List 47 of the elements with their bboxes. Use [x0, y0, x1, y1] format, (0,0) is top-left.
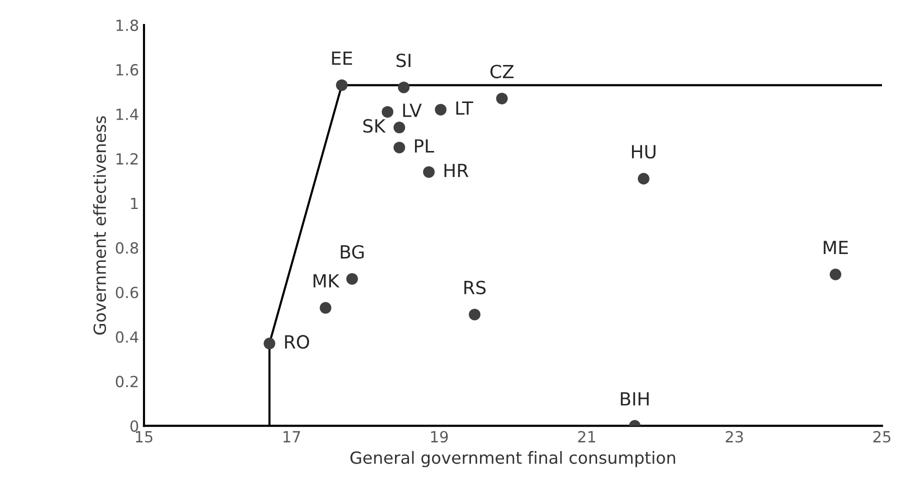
annotation: MK: [314, 274, 340, 288]
annotation: SI: [396, 54, 410, 68]
x-axis-title: General government final consumption: [350, 451, 676, 468]
point: [394, 122, 406, 134]
point: [320, 302, 332, 314]
y-tick-label: 1: [131, 198, 138, 209]
annotation: BIH: [620, 392, 649, 406]
annotation: ME: [824, 240, 848, 254]
annotation: HU: [632, 145, 656, 159]
point: [264, 338, 276, 350]
y-tick-label: 1.4: [116, 108, 138, 120]
y-tick-label: 0.2: [116, 376, 138, 388]
point: [394, 142, 406, 154]
y-tick-label: 1.2: [116, 153, 138, 164]
annotation: PL: [415, 139, 434, 152]
annotation: BG: [340, 245, 364, 259]
y-axis-title: Government effectiveness: [93, 116, 106, 335]
x-tick-label: 19: [431, 430, 448, 443]
annotation: LT: [456, 101, 474, 115]
annotation: EE: [332, 52, 352, 65]
annotation: RS: [464, 280, 486, 294]
x-tick-label: 17: [284, 431, 300, 442]
annotation: CZ: [490, 64, 514, 78]
point: [398, 82, 410, 94]
point: [434, 104, 446, 116]
y-tick-label: 0.6: [116, 286, 138, 298]
annotation: RO: [285, 335, 310, 349]
annotation: LV: [403, 104, 422, 117]
point: [638, 172, 650, 184]
point: [346, 273, 358, 285]
annotation: SK: [363, 119, 386, 133]
y-tick-label: 1.6: [116, 64, 138, 76]
y-tick-label: 0: [130, 420, 138, 432]
x-tick-label: 25: [873, 430, 890, 443]
point: [382, 106, 394, 118]
y-tick-label: 0.4: [116, 331, 138, 343]
point: [336, 79, 348, 91]
point: [423, 166, 435, 178]
point: [830, 268, 842, 280]
point: [496, 92, 508, 104]
y-tick-label: 0.8: [116, 242, 138, 254]
x-tick-label: 23: [726, 430, 743, 443]
x-tick-label: 21: [578, 430, 596, 442]
y-tick-label: 1.8: [116, 20, 138, 32]
annotation: HR: [444, 164, 468, 177]
x-tick-label: 15: [136, 431, 152, 443]
point: [468, 308, 480, 320]
